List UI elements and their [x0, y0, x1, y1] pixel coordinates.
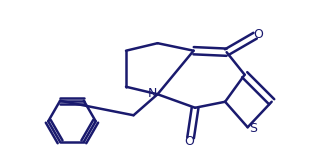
Text: N: N	[148, 87, 157, 100]
Text: S: S	[249, 122, 257, 135]
Text: O: O	[184, 135, 194, 148]
Text: O: O	[253, 28, 263, 41]
